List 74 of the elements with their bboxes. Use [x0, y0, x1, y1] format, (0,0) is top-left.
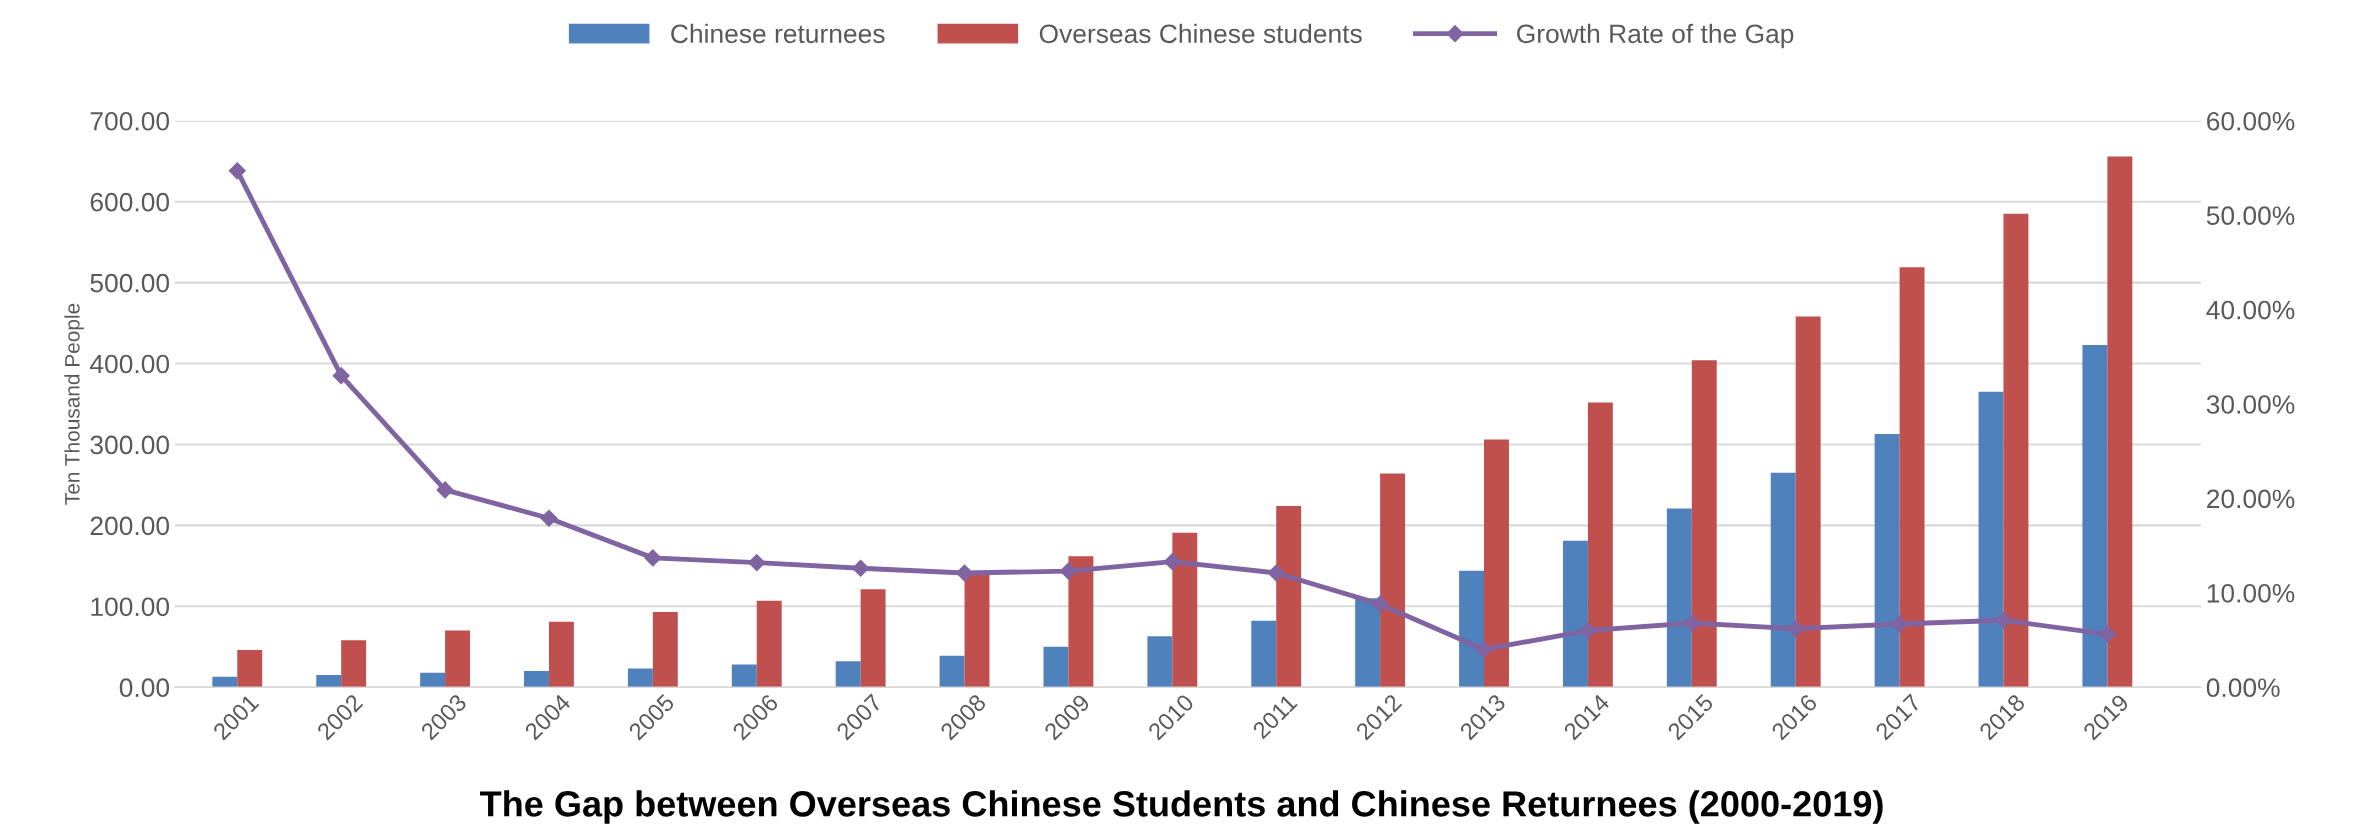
- bar: [1484, 439, 1509, 688]
- y-tick-label: 400.00: [89, 354, 170, 374]
- legend-label: Overseas Chinese students: [1039, 23, 1362, 44]
- bar: [652, 611, 678, 688]
- bar: [1770, 472, 1796, 688]
- bar: [835, 661, 861, 688]
- bar: [1666, 508, 1692, 688]
- y2-tick-label: 30.00%: [2206, 395, 2295, 414]
- bar: [1276, 505, 1302, 688]
- y-axis-title: Ten Thousand People: [64, 303, 84, 505]
- y2-tick-label: 60.00%: [2207, 111, 2295, 131]
- y2-tick-label: 20.00%: [2207, 489, 2295, 509]
- bar: [1978, 391, 2004, 688]
- point: [748, 554, 766, 572]
- bar: [756, 600, 782, 688]
- point: [1787, 620, 1805, 638]
- point: [852, 559, 870, 577]
- bar: [1795, 316, 1821, 688]
- y-tick-label: 0.00: [119, 678, 170, 698]
- y2-tick-label: 10.00%: [2207, 583, 2295, 603]
- y2-tick-label: 40.00%: [2206, 300, 2295, 320]
- legend-label: Chinese returnees: [671, 23, 885, 44]
- bar: [860, 589, 886, 688]
- point: [332, 367, 350, 385]
- y2-tick-label: 50.00%: [2206, 206, 2295, 226]
- bar: [2107, 156, 2133, 688]
- y-tick-label: 200.00: [90, 516, 170, 536]
- bar: [1380, 473, 1406, 688]
- point: [644, 549, 662, 567]
- point: [2098, 625, 2116, 643]
- bar: [1562, 540, 1588, 688]
- point: [1267, 564, 1285, 582]
- bar: [1068, 556, 1094, 688]
- point: [1371, 595, 1389, 613]
- bar: [445, 630, 470, 688]
- point: [1683, 614, 1701, 632]
- bar: [2082, 344, 2108, 688]
- bar: [1691, 360, 1717, 688]
- bar: [1043, 646, 1069, 688]
- bar: [316, 675, 342, 688]
- y-tick-label: 300.00: [90, 435, 170, 455]
- point: [1475, 640, 1493, 659]
- legend-label: Growth Rate of the Gap: [1517, 23, 1794, 49]
- bar: [939, 655, 965, 688]
- bar: [212, 676, 238, 688]
- bar: [1899, 267, 1925, 688]
- bar: [964, 573, 990, 688]
- point: [436, 481, 454, 499]
- bar: [548, 621, 574, 688]
- bar: [2003, 213, 2029, 688]
- point: [1579, 622, 1597, 640]
- bar: [1147, 636, 1173, 688]
- bar: [1874, 433, 1900, 688]
- bar: [1172, 532, 1198, 688]
- bar: [1355, 598, 1381, 688]
- bar: [627, 668, 653, 688]
- bar: [237, 650, 263, 688]
- y-tick-label: 600.00: [90, 192, 170, 212]
- bar: [1587, 402, 1613, 688]
- bar: [1459, 570, 1485, 688]
- bar: [731, 664, 757, 688]
- y2-tick-label: 0.00%: [2206, 678, 2280, 698]
- text: The Gap between Overseas Chinese Students and Chinese Returnees (2000-2019): [480, 790, 1883, 824]
- bar: [420, 672, 446, 688]
- point: [540, 509, 558, 527]
- y-tick-label: 100.00: [91, 597, 170, 617]
- bar: [341, 640, 367, 688]
- point: [228, 162, 246, 180]
- y-tick-label: 700.00: [90, 111, 170, 131]
- y-tick-label: 500.00: [90, 273, 170, 293]
- bar: [1251, 620, 1277, 688]
- bar: [524, 671, 549, 688]
- point: [1059, 562, 1077, 580]
- point: [1163, 553, 1181, 571]
